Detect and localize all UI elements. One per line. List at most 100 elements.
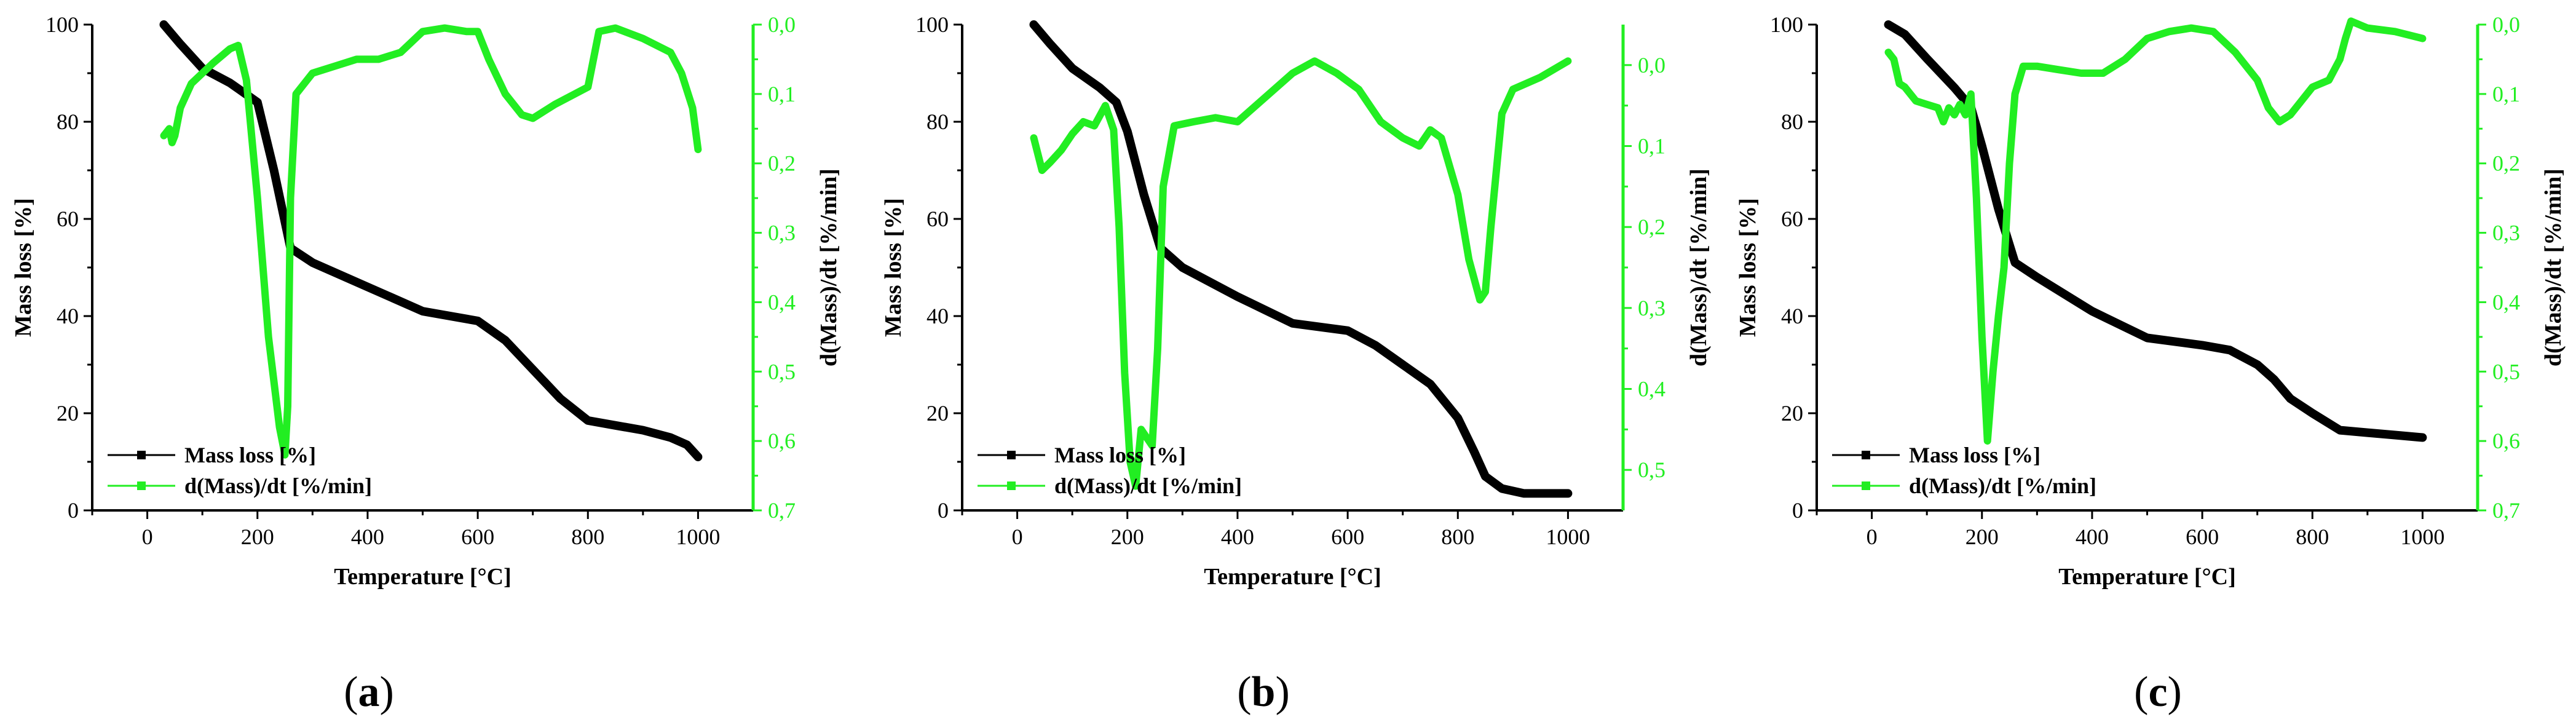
x-tick-label: 800 (571, 525, 604, 549)
x-tick-label: 800 (1441, 525, 1474, 549)
y-tick-label: 100 (1770, 12, 1803, 37)
y-axis-title: Mass loss [%] (880, 198, 906, 337)
y2-tick-label: 0,1 (768, 82, 796, 106)
y2-tick-label: 0,0 (1638, 53, 1665, 77)
x-axis-title: Temperature [°C] (2058, 564, 2236, 590)
y-tick-label: 20 (926, 401, 949, 426)
panel-label: (c) (2134, 668, 2182, 716)
y-axis-title: Mass loss [%] (10, 198, 36, 337)
x-tick-label: 600 (1331, 525, 1364, 549)
legend-label: Mass loss [%] (1909, 443, 2041, 467)
legend-swatch-marker (1007, 451, 1016, 459)
y-tick-label: 0 (938, 498, 949, 523)
y2-tick-label: 0,6 (768, 429, 796, 453)
panel-label: (b) (1237, 668, 1290, 716)
panel-label-close: ) (380, 668, 394, 716)
panel-label-open: ( (2134, 668, 2148, 716)
x-tick-label: 400 (1221, 525, 1254, 549)
x-tick-label: 600 (2186, 525, 2219, 549)
legend-label: d(Mass)/dt [%/min] (184, 473, 372, 498)
x-tick-label: 200 (1966, 525, 1999, 549)
y2-tick-label: 0,7 (768, 498, 796, 523)
y-tick-label: 60 (57, 207, 79, 231)
mass-loss-series-line (1029, 20, 1573, 498)
y2-tick-label: 0,2 (768, 151, 796, 176)
y2-axis-title: d(Mass)/dt [%/min] (816, 168, 842, 366)
x-tick-label: 0 (1867, 525, 1878, 549)
y2-tick-label: 0,3 (1638, 296, 1665, 320)
y-tick-label: 20 (1781, 401, 1803, 426)
x-axis-title: Temperature [°C] (1204, 564, 1381, 590)
x-tick-label: 0 (1012, 525, 1023, 549)
y2-axis-title: d(Mass)/dt [%/min] (1686, 168, 1712, 366)
mass-loss-series-line (1884, 20, 2427, 442)
y2-tick-label: 0,1 (2492, 82, 2520, 106)
x-tick-label: 400 (351, 525, 384, 549)
panel-label-open: ( (1237, 668, 1251, 716)
derivative-series-line (1884, 17, 2427, 445)
x-tick-label: 0 (142, 525, 153, 549)
derivative-series-line (160, 24, 702, 459)
x-tick-label: 800 (2296, 525, 2329, 549)
x-tick-label: 1000 (1546, 525, 1590, 549)
legend-swatch-marker (137, 481, 146, 490)
y2-tick-label: 0,0 (2492, 12, 2520, 37)
x-tick-label: 400 (2076, 525, 2109, 549)
panel-label-letter: a (358, 668, 380, 716)
y2-tick-label: 0,4 (2492, 290, 2520, 314)
y2-tick-label: 0,5 (1638, 458, 1665, 482)
legend-swatch-marker (1862, 451, 1870, 459)
legend-swatch-marker (137, 451, 146, 459)
legend-swatch-marker (1007, 481, 1016, 490)
y-tick-label: 40 (926, 304, 949, 328)
y-tick-label: 100 (915, 12, 949, 37)
y2-axis-title: d(Mass)/dt [%/min] (2540, 168, 2566, 366)
y2-tick-label: 0,1 (1638, 134, 1665, 159)
x-axis-title: Temperature [°C] (334, 564, 512, 590)
panel-label-letter: b (1252, 668, 1276, 716)
x-tick-label: 200 (241, 525, 274, 549)
legend-label: Mass loss [%] (1054, 443, 1186, 467)
y-tick-label: 0 (1792, 498, 1803, 523)
y2-tick-label: 0,3 (768, 221, 796, 245)
y-axis-title: Mass loss [%] (1735, 198, 1761, 337)
y-tick-label: 80 (926, 109, 949, 134)
y2-tick-label: 0,4 (768, 290, 796, 314)
chart-panel-a: 0 200 400 600 800 1000 0 20 40 60 80 100 0,0 0,1 0,2 0,… (10, 12, 842, 716)
mass-loss-series-line (159, 20, 703, 462)
chart-panel-c: 0 200 400 600 800 1000 0 20 40 60 80 100 0,0 0,1 0,2 0,… (1735, 12, 2566, 716)
panel-label-open: ( (344, 668, 358, 716)
y-tick-label: 0 (68, 498, 79, 523)
derivative-series-line (1030, 57, 1572, 490)
x-tick-label: 600 (461, 525, 494, 549)
panel-label-letter: c (2148, 668, 2167, 716)
y2-tick-label: 0,4 (1638, 377, 1665, 402)
x-tick-label: 200 (1111, 525, 1144, 549)
legend-label: d(Mass)/dt [%/min] (1054, 473, 1242, 498)
y-tick-label: 60 (926, 207, 949, 231)
legend-label: d(Mass)/dt [%/min] (1909, 473, 2096, 498)
panel-label: (a) (344, 668, 394, 716)
y2-tick-label: 0,2 (1638, 215, 1665, 239)
y2-tick-label: 0,6 (2492, 429, 2520, 453)
y-tick-label: 100 (45, 12, 79, 37)
y-tick-label: 20 (57, 401, 79, 426)
legend-label: Mass loss [%] (184, 443, 316, 467)
panel-label-close: ) (2168, 668, 2182, 716)
y-tick-label: 80 (1781, 109, 1803, 134)
y2-tick-label: 0,0 (768, 12, 796, 37)
x-tick-label: 1000 (2400, 525, 2444, 549)
y-tick-label: 80 (57, 109, 79, 134)
legend-swatch-marker (1862, 481, 1870, 490)
y-tick-label: 40 (1781, 304, 1803, 328)
y2-tick-label: 0,7 (2492, 498, 2520, 523)
chart-panel-b: 0 200 400 600 800 1000 0 20 40 60 80 100 0,0 0,1 0,2 0,… (880, 12, 1712, 716)
y-tick-label: 40 (57, 304, 79, 328)
x-tick-label: 1000 (676, 525, 720, 549)
y2-tick-label: 0,5 (2492, 359, 2520, 384)
y-tick-label: 60 (1781, 207, 1803, 231)
y2-tick-label: 0,2 (2492, 151, 2520, 176)
y2-tick-label: 0,5 (768, 359, 796, 384)
panel-label-close: ) (1275, 668, 1289, 716)
